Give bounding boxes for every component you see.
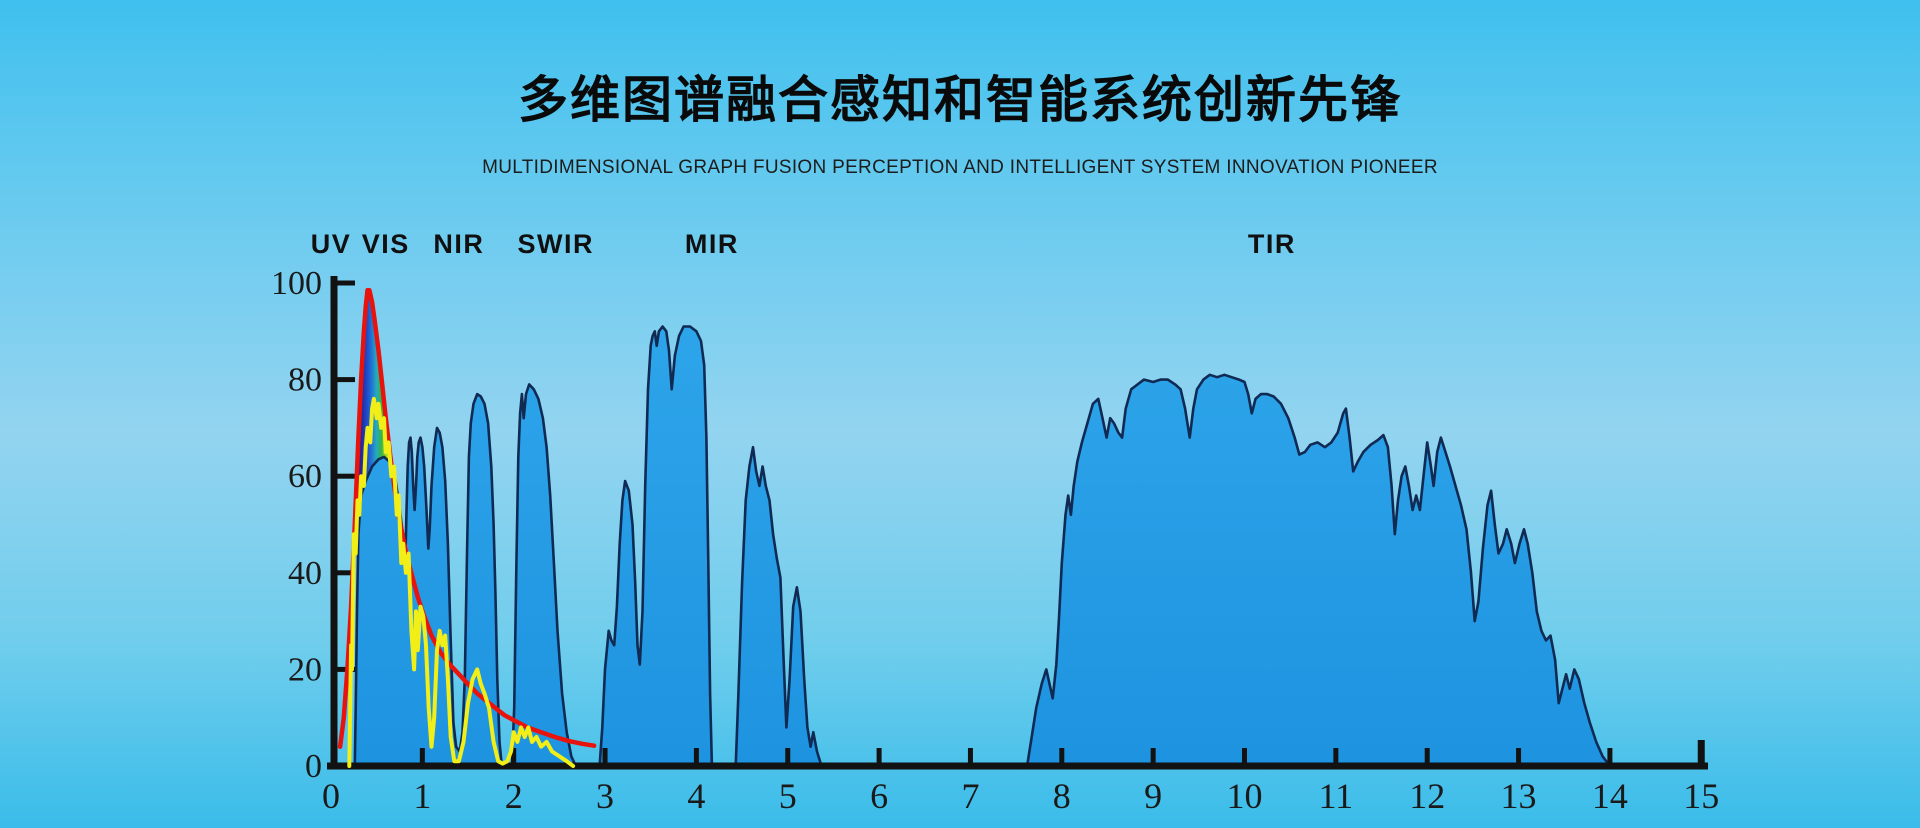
x-axis-line bbox=[327, 762, 1708, 770]
x-tick-label-1: 1 bbox=[413, 776, 431, 816]
x-tick-label-4: 4 bbox=[687, 776, 705, 816]
y-tick-label-0: 0 bbox=[305, 748, 322, 785]
y-tick-20 bbox=[331, 666, 355, 672]
y-tick-100 bbox=[331, 280, 355, 286]
x-tick-12 bbox=[1424, 748, 1430, 763]
x-tick-label-5: 5 bbox=[779, 776, 797, 816]
y-tick-label-80: 80 bbox=[288, 362, 322, 399]
x-tick-label-10: 10 bbox=[1227, 776, 1263, 816]
rainbow-spectrum-fill bbox=[357, 290, 406, 612]
y-tick-label-40: 40 bbox=[288, 555, 322, 592]
x-tick-10 bbox=[1242, 748, 1247, 763]
solar-envelope-curve bbox=[337, 287, 597, 749]
x-tick-label-13: 13 bbox=[1501, 776, 1537, 816]
y-tick-80 bbox=[331, 377, 355, 383]
x-tick-label-7: 7 bbox=[961, 776, 979, 816]
x-tick-6 bbox=[876, 748, 882, 763]
y-tick-label-60: 60 bbox=[288, 458, 322, 495]
x-tick-1 bbox=[419, 748, 425, 763]
x-tick-label-11: 11 bbox=[1319, 776, 1354, 816]
transmission-outline bbox=[353, 325, 1612, 768]
x-tick-3 bbox=[602, 748, 608, 763]
page-title: 多维图谱融合感知和智能系统创新先锋 bbox=[518, 72, 1402, 128]
x-tick-13 bbox=[1516, 748, 1522, 763]
x-tick-label-6: 6 bbox=[870, 776, 888, 816]
x-tick-label-2: 2 bbox=[505, 776, 523, 816]
x-tick-9 bbox=[1150, 748, 1156, 763]
x-tick-8 bbox=[1059, 748, 1065, 763]
x-tick-15 bbox=[1697, 740, 1705, 763]
y-axis-line bbox=[330, 276, 338, 769]
x-tick-7 bbox=[967, 748, 973, 763]
x-tick-label-3: 3 bbox=[596, 776, 614, 816]
x-tick-label-14: 14 bbox=[1592, 776, 1628, 816]
x-tick-4 bbox=[693, 748, 699, 763]
surface-solar-curve bbox=[347, 396, 576, 768]
y-tick-40 bbox=[331, 570, 355, 576]
page-subtitle: MULTIDIMENSIONAL GRAPH FUSION PERCEPTION… bbox=[482, 157, 1438, 178]
x-tick-5 bbox=[785, 748, 791, 763]
y-tick-label-100: 100 bbox=[271, 265, 322, 302]
x-tick-label-12: 12 bbox=[1409, 776, 1445, 816]
x-tick-label-9: 9 bbox=[1144, 776, 1162, 816]
y-tick-label-20: 20 bbox=[288, 651, 322, 688]
x-tick-label-15: 15 bbox=[1683, 776, 1719, 816]
x-tick-11 bbox=[1333, 748, 1339, 763]
x-tick-14 bbox=[1607, 748, 1613, 763]
transmission-area bbox=[354, 326, 1610, 768]
x-tick-2 bbox=[511, 748, 517, 763]
y-tick-60 bbox=[331, 473, 355, 479]
x-tick-label-8: 8 bbox=[1053, 776, 1071, 816]
x-tick-label-0: 0 bbox=[322, 776, 340, 816]
